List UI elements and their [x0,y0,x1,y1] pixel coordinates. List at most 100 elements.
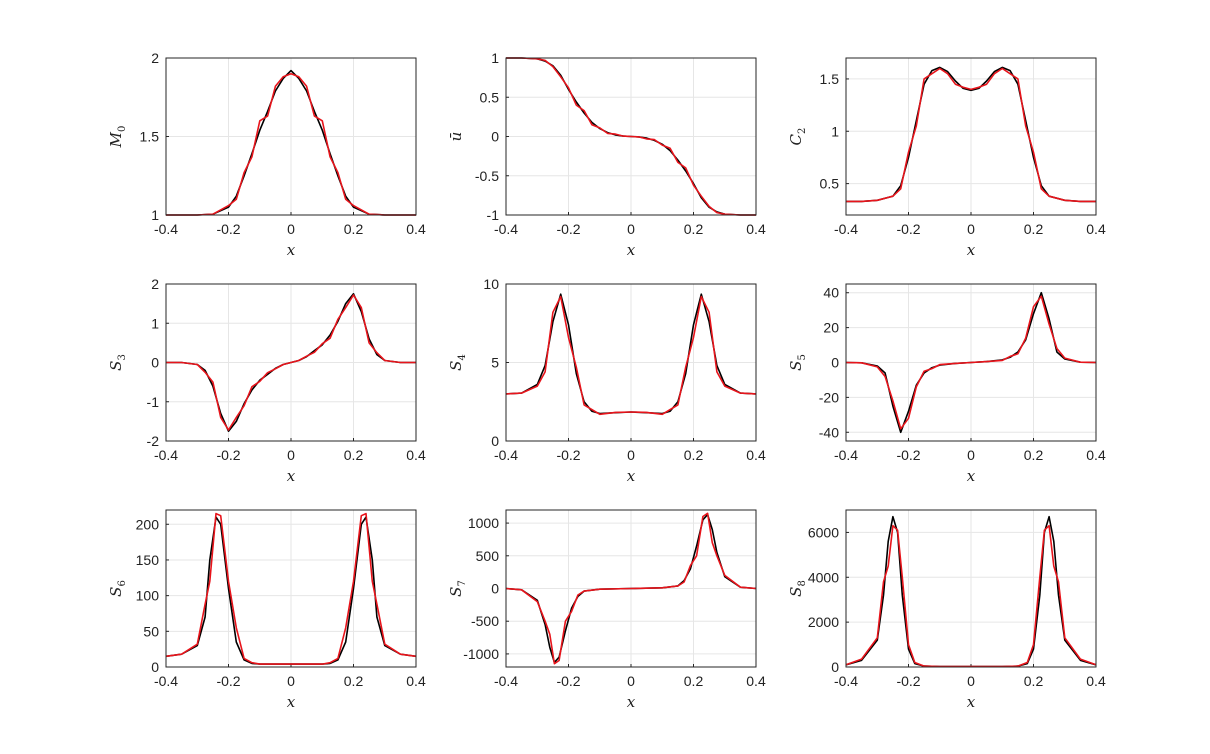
y-tick-label: 1.5 [820,71,840,87]
y-tick-label: 4000 [808,569,839,585]
y-tick-label: -0.5 [475,168,499,184]
chart-M0: -0.4 -0.2 0 0.2 0.4 1 1.5 2 x M0 [107,50,426,259]
x-tick-label: 0 [967,221,975,237]
x-tick-label: -0.4 [494,673,518,689]
x-tick-label: 0.2 [684,673,704,689]
y-tick-label: 6000 [808,524,839,540]
x-axis-label: x [287,241,296,259]
x-tick-label: 0 [967,673,975,689]
y-tick-label: 20 [823,320,839,336]
series-line-red [166,294,416,431]
x-tick-label: 0 [627,673,635,689]
x-axis-label: x [967,241,976,259]
y-tick-label: -1 [487,207,500,223]
series-line-red [166,72,416,216]
y-tick-label: 0 [151,659,159,675]
x-tick-label: 0.4 [746,447,766,463]
x-tick-label: 0 [287,447,295,463]
y-tick-label: 0.5 [820,176,840,192]
y-tick-label: 10 [483,276,499,292]
axes-box [505,509,757,668]
chart-S8: -0.4 -0.2 0 0.2 0.4 0 2000 4000 6000 x S8 [787,509,1106,711]
x-tick-label: -0.2 [896,673,920,689]
y-tick-label: 2000 [808,614,839,630]
y-tick-label: -20 [819,389,839,405]
x-tick-label: -0.4 [154,447,178,463]
axes-box [845,283,1097,442]
x-tick-label: -0.2 [556,221,580,237]
axes-box [165,283,417,442]
x-tick-label: -0.2 [556,673,580,689]
x-tick-label: 0 [287,221,295,237]
y-tick-label: -1000 [463,646,499,662]
y-tick-label: 0.5 [480,89,500,105]
x-tick-label: 0.2 [1024,673,1044,689]
y-tick-label: 2 [151,50,159,66]
x-tick-label: -0.4 [494,447,518,463]
x-tick-label: 0.2 [684,221,704,237]
x-axis-label: x [967,467,976,485]
x-tick-label: -0.4 [154,673,178,689]
y-tick-label: 100 [136,588,160,604]
y-tick-label: 0 [831,355,839,371]
x-tick-label: -0.2 [896,447,920,463]
x-tick-label: 0.4 [406,447,426,463]
x-tick-label: -0.4 [494,221,518,237]
y-axis-label: M0 [107,126,128,149]
axes-box [165,509,417,668]
x-tick-label: 0.2 [684,447,704,463]
x-axis-label: x [627,241,636,259]
series-line-red [505,295,757,416]
x-tick-label: -0.4 [834,221,858,237]
y-tick-label: 5 [491,355,499,371]
x-tick-label: 0.2 [344,447,364,463]
y-tick-label: -1 [147,394,160,410]
y-axis-label: S3 [107,354,128,371]
x-tick-label: 0.4 [406,673,426,689]
x-tick-label: 0.4 [406,221,426,237]
x-tick-label: 0 [287,673,295,689]
x-tick-label: 0 [627,221,635,237]
x-tick-label: 0 [627,447,635,463]
x-tick-label: 0.2 [1024,447,1044,463]
y-axis-label: S5 [787,354,808,371]
x-tick-label: -0.2 [556,447,580,463]
x-tick-label: -0.2 [216,673,240,689]
chart-S4: -0.4 -0.2 0 0.2 0.4 0 5 10 x S4 [447,276,766,485]
x-axis-label: x [627,467,636,485]
y-tick-label: 1.5 [140,129,160,145]
y-axis-label: ū [447,132,465,142]
x-tick-label: 0.2 [1024,221,1044,237]
x-tick-label: -0.4 [834,447,858,463]
y-tick-label: 500 [476,548,500,564]
x-tick-label: -0.2 [216,447,240,463]
y-tick-label: 1000 [468,515,499,531]
y-tick-label: 40 [823,285,839,301]
chart-S3: -0.4 -0.2 0 0.2 0.4 -2 -1 0 1 2 x S3 [107,276,426,485]
y-tick-label: 1 [491,50,499,66]
x-tick-label: 0.4 [746,221,766,237]
axes-box [505,57,757,216]
y-tick-label: 50 [143,623,159,639]
y-tick-label: 150 [136,552,160,568]
y-tick-label: 0 [491,129,499,145]
y-tick-label: 1 [151,315,159,331]
x-axis-label: x [287,467,296,485]
chart-u: -0.4 -0.2 0 0.2 0.4 -1 -0.5 0 0.5 1 x ū [447,50,766,259]
x-tick-label: -0.2 [896,221,920,237]
y-axis-label: C2 [787,128,808,146]
axes-box [845,57,1097,216]
x-tick-label: -0.4 [834,673,858,689]
y-axis-label: S4 [447,354,468,371]
series-line-red [165,512,417,665]
y-tick-label: -500 [471,613,499,629]
y-tick-label: 2 [151,276,159,292]
y-axis-label: S6 [107,580,128,597]
series-line-red [506,57,756,216]
series-line-red [845,295,1097,430]
series-line-black [166,69,416,216]
x-tick-label: 0.2 [344,673,364,689]
axes-box [165,57,417,216]
y-axis-label: S8 [787,580,808,597]
